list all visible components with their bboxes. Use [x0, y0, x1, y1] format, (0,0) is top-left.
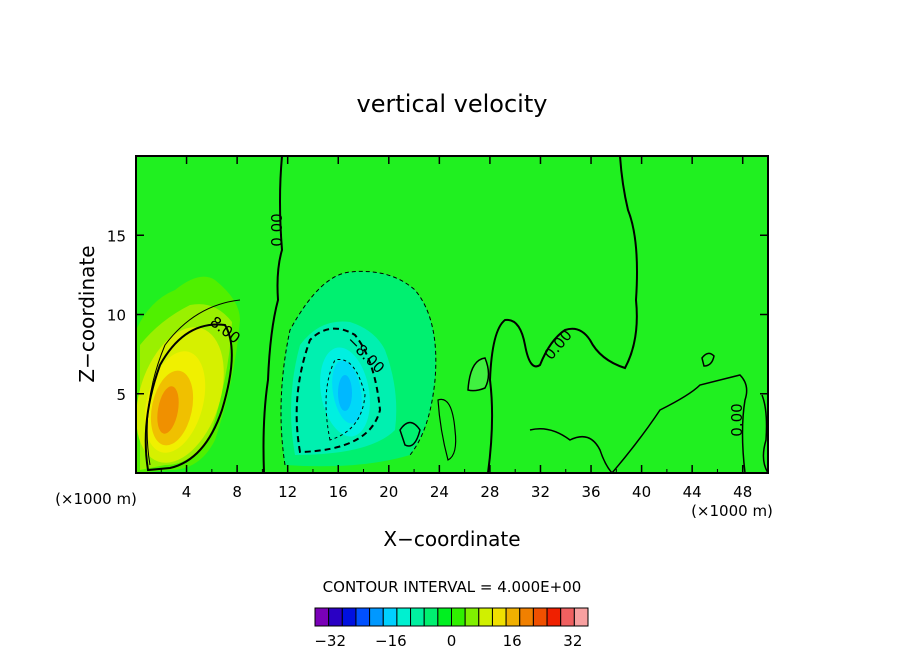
colorbar-swatch	[369, 607, 384, 627]
colorbar-swatch	[341, 607, 357, 627]
x-tick-label: 16	[329, 483, 348, 501]
colorbar-tick-label: −32	[314, 632, 346, 650]
colorbar-swatch	[491, 607, 507, 627]
x-tick-label: 4	[182, 483, 192, 501]
y-axis-label: Z−coordinate	[75, 245, 99, 382]
colorbar-swatch	[478, 607, 493, 627]
colorbar-swatch	[560, 607, 575, 627]
colorbar-swatch	[314, 607, 330, 627]
colorbar-swatch	[573, 607, 589, 627]
x-tick-label: 40	[632, 483, 651, 501]
colorbar-swatch	[464, 607, 480, 627]
x-unit-label-left: (×1000 m)	[55, 490, 137, 508]
colorbar-swatch	[423, 607, 439, 627]
x-tick-label: 20	[379, 483, 398, 501]
x-tick-label: 32	[531, 483, 550, 501]
x-tick-label: 8	[232, 483, 242, 501]
x-tick-label: 12	[278, 483, 297, 501]
x-tick-label: 36	[581, 483, 600, 501]
contour-label-zero-left: 0.00	[268, 213, 286, 246]
x-unit-label-right: (×1000 m)	[691, 502, 773, 520]
x-tick-label: 44	[683, 483, 702, 501]
colorbar-swatch	[519, 607, 534, 627]
colorbar-ticks: −32 −16 0 16 32	[314, 632, 582, 650]
updraft-region	[136, 276, 241, 473]
x-tick-label: 48	[733, 483, 752, 501]
colorbar-tick-label: 16	[503, 632, 522, 650]
colorbar-swatch	[382, 607, 398, 627]
colorbar-tick-label: 0	[447, 632, 457, 650]
y-axis: 5 10 15	[107, 227, 768, 404]
colorbar	[314, 607, 589, 627]
colorbar-swatch	[328, 607, 343, 627]
colorbar-swatch	[410, 607, 425, 627]
y-tick-label: 10	[107, 307, 126, 325]
colorbar-swatch	[355, 607, 371, 627]
x-tick-label: 28	[480, 483, 499, 501]
y-tick-label: 15	[107, 227, 126, 245]
colorbar-swatch	[451, 607, 466, 627]
colorbar-swatch	[396, 607, 412, 627]
contour-field	[136, 156, 768, 473]
downdraft-region	[280, 270, 437, 467]
contour-interval-label: CONTOUR INTERVAL = 4.000E+00	[323, 578, 582, 596]
contour-label-zero-right: 0.00	[728, 403, 746, 436]
colorbar-swatch	[505, 607, 521, 627]
x-tick-label: 24	[430, 483, 449, 501]
y-tick-label: 5	[116, 386, 126, 404]
x-axis: 4 8 12 16 20 24 28 32 36 40 44 48	[160, 156, 752, 501]
colorbar-swatch	[546, 607, 562, 627]
chart-title: vertical velocity	[357, 90, 548, 118]
colorbar-swatch	[437, 607, 453, 627]
field-background	[136, 156, 768, 473]
colorbar-tick-label: 32	[563, 632, 582, 650]
colorbar-swatch	[532, 607, 548, 627]
colorbar-tick-label: −16	[375, 632, 407, 650]
zero-contours	[262, 156, 768, 473]
x-axis-label: X−coordinate	[383, 527, 520, 551]
